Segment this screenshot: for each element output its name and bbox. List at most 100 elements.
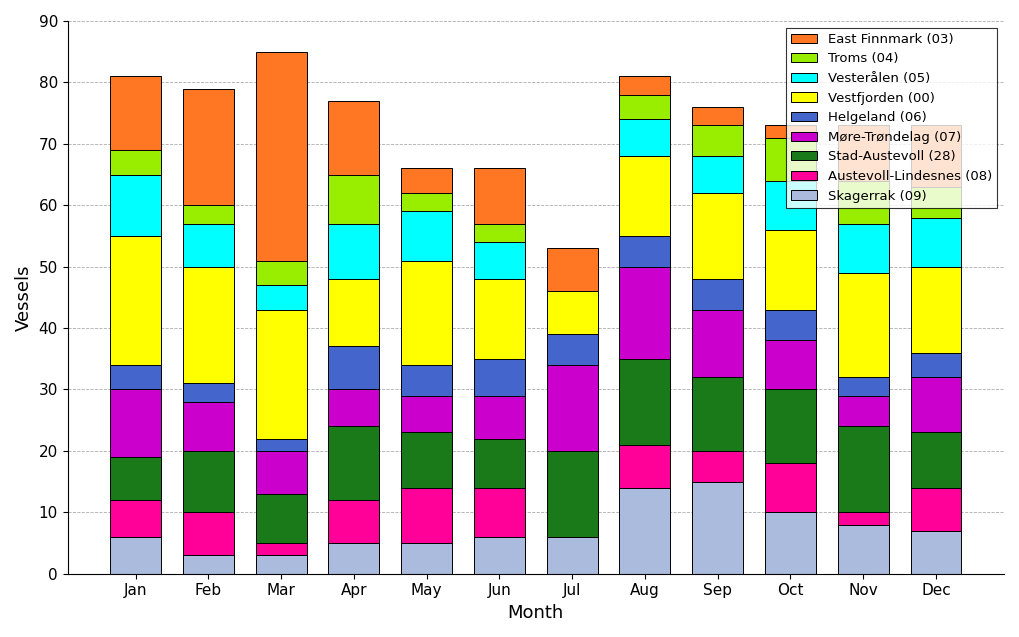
Bar	[620, 267, 671, 359]
Bar	[765, 138, 816, 181]
Bar	[256, 52, 307, 261]
Bar	[110, 500, 161, 537]
Bar	[401, 365, 452, 396]
Bar	[620, 95, 671, 119]
Bar	[328, 543, 379, 574]
Bar	[692, 482, 743, 574]
Bar	[183, 267, 234, 383]
Bar	[110, 236, 161, 365]
Y-axis label: Vessels: Vessels	[15, 264, 33, 331]
Bar	[547, 248, 598, 291]
Bar	[911, 187, 962, 217]
Bar	[256, 261, 307, 285]
Bar	[838, 181, 889, 224]
Bar	[328, 426, 379, 500]
Bar	[692, 125, 743, 156]
Bar	[838, 396, 889, 426]
Bar	[328, 101, 379, 175]
Bar	[183, 205, 234, 224]
Bar	[547, 291, 598, 334]
Bar	[328, 347, 379, 389]
Bar	[838, 377, 889, 396]
Bar	[474, 537, 525, 574]
Bar	[401, 261, 452, 365]
Bar	[110, 365, 161, 389]
Bar	[547, 537, 598, 574]
Bar	[838, 512, 889, 525]
Bar	[474, 439, 525, 488]
Bar	[183, 383, 234, 402]
Bar	[110, 150, 161, 175]
Bar	[620, 156, 671, 236]
Bar	[474, 359, 525, 396]
Bar	[620, 445, 671, 488]
Bar	[110, 537, 161, 574]
Bar	[328, 389, 379, 426]
Bar	[838, 426, 889, 512]
Bar	[620, 359, 671, 445]
Legend: East Finnmark (03), Troms (04), Vesterålen (05), Vestfjorden (00), Helgeland (06: East Finnmark (03), Troms (04), Vesterål…	[786, 27, 998, 208]
Bar	[183, 512, 234, 555]
Bar	[692, 451, 743, 482]
Bar	[256, 451, 307, 494]
Bar	[765, 389, 816, 463]
Bar	[838, 273, 889, 377]
X-axis label: Month: Month	[507, 604, 564, 622]
Bar	[911, 353, 962, 377]
Bar	[401, 433, 452, 488]
Bar	[401, 168, 452, 193]
Bar	[765, 512, 816, 574]
Bar	[911, 377, 962, 433]
Bar	[183, 89, 234, 205]
Bar	[474, 279, 525, 359]
Bar	[401, 193, 452, 211]
Bar	[401, 396, 452, 433]
Bar	[547, 365, 598, 451]
Bar	[765, 340, 816, 389]
Bar	[620, 488, 671, 574]
Bar	[401, 488, 452, 543]
Bar	[183, 224, 234, 267]
Bar	[110, 457, 161, 500]
Bar	[110, 389, 161, 457]
Bar	[838, 525, 889, 574]
Bar	[328, 224, 379, 279]
Bar	[911, 488, 962, 531]
Bar	[838, 125, 889, 181]
Bar	[474, 396, 525, 439]
Bar	[620, 76, 671, 95]
Bar	[765, 310, 816, 340]
Bar	[183, 451, 234, 512]
Bar	[838, 224, 889, 273]
Bar	[328, 279, 379, 347]
Bar	[183, 402, 234, 451]
Bar	[620, 236, 671, 267]
Bar	[256, 555, 307, 574]
Bar	[911, 531, 962, 574]
Bar	[256, 285, 307, 310]
Bar	[110, 175, 161, 236]
Bar	[620, 119, 671, 156]
Bar	[474, 242, 525, 279]
Bar	[547, 334, 598, 365]
Bar	[328, 500, 379, 543]
Bar	[692, 193, 743, 279]
Bar	[256, 543, 307, 555]
Bar	[911, 267, 962, 353]
Bar	[692, 107, 743, 125]
Bar	[401, 211, 452, 261]
Bar	[474, 224, 525, 242]
Bar	[765, 125, 816, 138]
Bar	[692, 310, 743, 377]
Bar	[474, 168, 525, 224]
Bar	[692, 156, 743, 193]
Bar	[547, 451, 598, 537]
Bar	[765, 181, 816, 230]
Bar	[328, 175, 379, 224]
Bar	[401, 543, 452, 574]
Bar	[765, 230, 816, 310]
Bar	[911, 433, 962, 488]
Bar	[911, 217, 962, 267]
Bar	[911, 125, 962, 187]
Bar	[474, 488, 525, 537]
